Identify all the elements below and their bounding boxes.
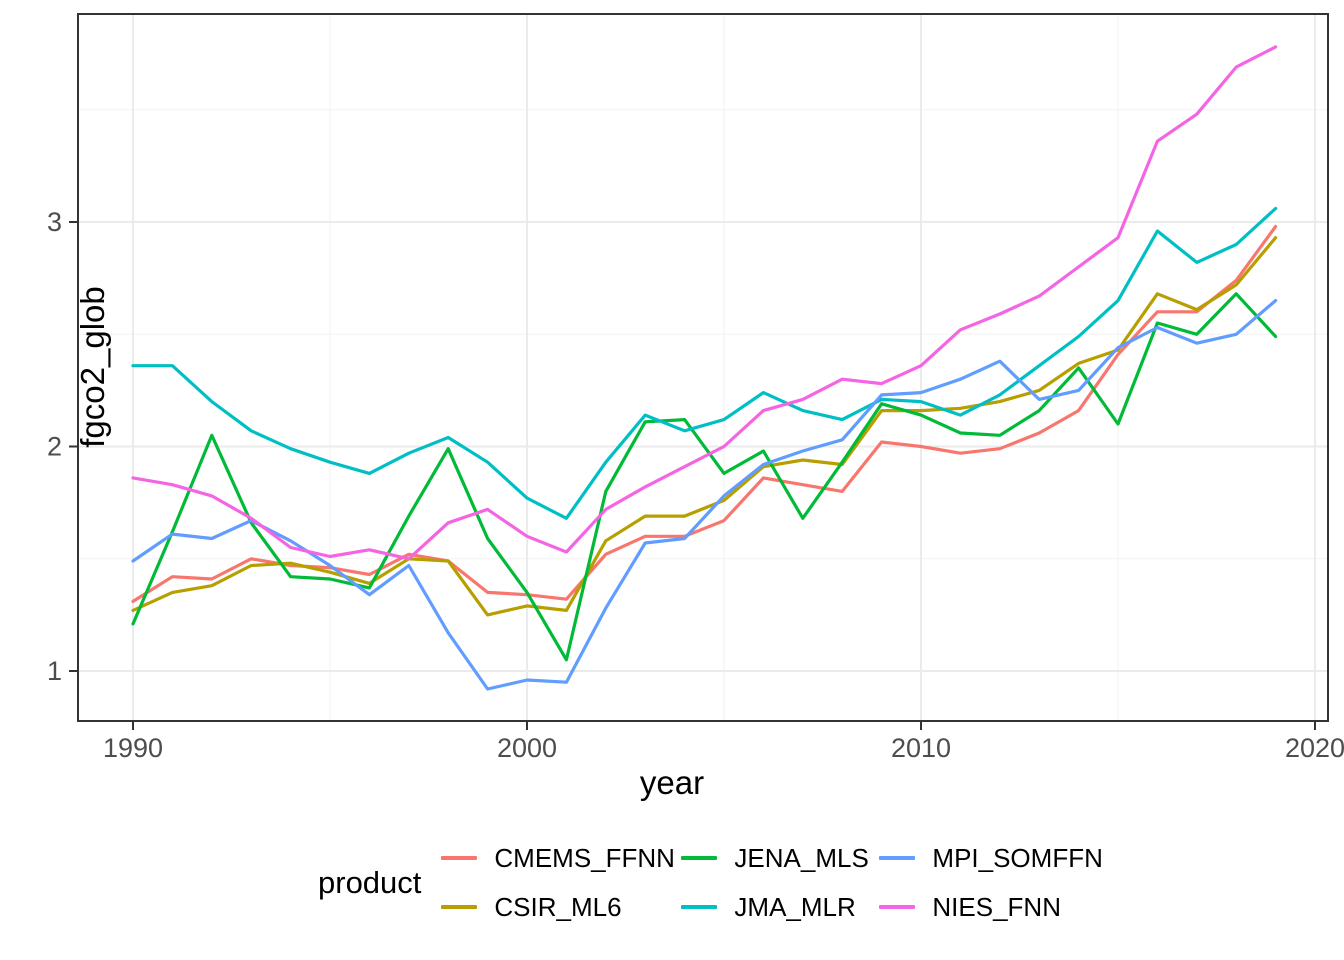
x-tick-label: 2020: [1285, 733, 1344, 763]
legend-key-line: [879, 904, 916, 909]
y-tick-label: 3: [47, 207, 62, 237]
legend-item-jena_mls: JENA_MLS: [681, 845, 879, 871]
legend-key-line: [879, 855, 916, 860]
legend-item-nies_fnn: NIES_FNN: [879, 894, 1099, 920]
series-line-mpi_somffn: [131, 299, 1278, 691]
series-line-cmems_ffnn: [131, 224, 1278, 604]
x-tick-label: 1990: [103, 733, 163, 763]
x-tick-label: 2010: [891, 733, 951, 763]
x-axis-title: year: [639, 764, 705, 801]
legend-label: JMA_MLR: [734, 891, 856, 922]
legend-item-cmems_ffnn: CMEMS_FFNN: [441, 845, 681, 871]
legend-label: CMEMS_FFNN: [494, 842, 675, 873]
x-tick-label: 2000: [497, 733, 557, 763]
legend-label: NIES_FNN: [932, 891, 1061, 922]
legend-items: CMEMS_FFNN CSIR_ML6 JENA_MLS JMA_MLR MPI_SOM…: [441, 833, 1103, 931]
legend-item-jma_mlr: JMA_MLR: [681, 894, 879, 920]
series-line-nies_fnn: [131, 45, 1278, 561]
legend-key-line: [681, 855, 718, 860]
legend-key-line: [441, 855, 478, 860]
panel-border: [77, 13, 1329, 722]
series-line-jma_mlr: [131, 206, 1278, 520]
legend: product CMEMS_FFNN CSIR_ML6 JENA_MLS JMA_ML…: [318, 833, 1103, 931]
legend-key-line: [441, 904, 478, 909]
y-axis-title: fgco2_glob: [74, 286, 112, 448]
legend-label: CSIR_ML6: [494, 891, 622, 922]
legend-title: product: [318, 864, 422, 900]
legend-key-line: [681, 904, 718, 909]
legend-item-mpi_somffn: MPI_SOMFFN: [879, 842, 1103, 873]
legend-item-csir_ml6: CSIR_ML6: [441, 894, 681, 920]
series-line-jena_mls: [131, 292, 1278, 662]
series-line-csir_ml6: [131, 236, 1278, 617]
y-tick-label: 1: [47, 656, 62, 686]
y-tick-label: 2: [47, 432, 62, 462]
panel-background: [78, 14, 1328, 721]
legend-label: JENA_MLS: [734, 842, 869, 873]
legend-label: MPI_SOMFFN: [932, 842, 1103, 873]
